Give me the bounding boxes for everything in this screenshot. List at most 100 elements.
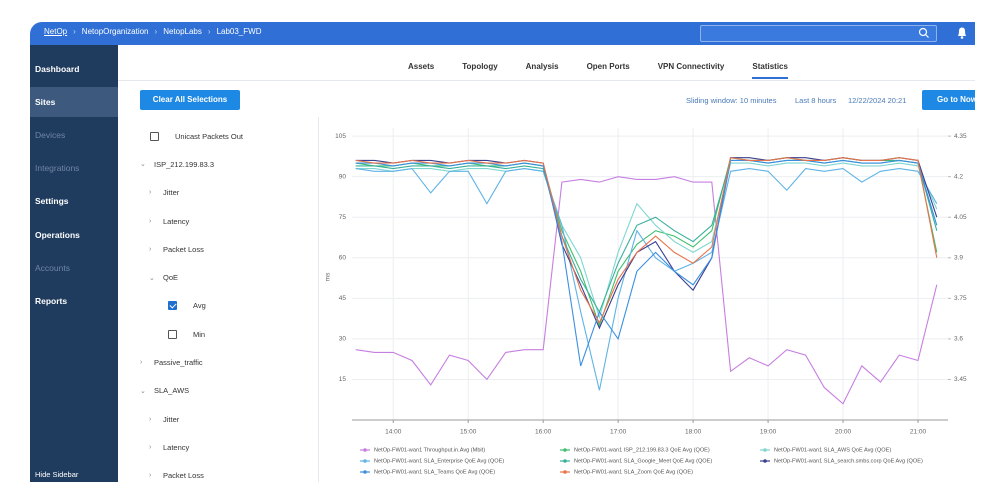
hide-sidebar[interactable]: Hide Sidebar	[35, 470, 79, 479]
tree-label: QoE	[163, 273, 179, 283]
tree-node[interactable]: Unicast Packets Out	[140, 122, 315, 150]
tree-label: Avg	[193, 301, 206, 311]
chevron[interactable]: ⌄	[149, 274, 155, 282]
y2-tick-label: 3.45	[954, 376, 967, 383]
y2-tick-label: 3.9	[954, 254, 963, 261]
tab[interactable]: Assets	[408, 62, 435, 71]
chevron[interactable]: ›	[149, 415, 152, 423]
legend-label: NetOp-FW01-wan1 SLA_search.smbs.corp QoE…	[774, 458, 923, 464]
series-line	[355, 159, 938, 314]
series-line	[355, 157, 938, 324]
tab[interactable]: Open Ports	[586, 62, 630, 71]
chevron[interactable]: ›	[140, 359, 143, 367]
sidebar-item[interactable]: Accounts	[35, 262, 70, 273]
y2-tick-label: 3.6	[954, 336, 963, 343]
x-tick-label: 19:00	[760, 429, 777, 436]
tree-label: Latency	[163, 442, 190, 452]
sidebar-item[interactable]: Devices	[35, 130, 66, 141]
chevron[interactable]: ›	[149, 245, 152, 253]
tab[interactable]: Analysis	[525, 62, 559, 71]
sidebar-item[interactable]: Operations	[35, 229, 80, 240]
breadcrumb-separator: ›	[73, 27, 76, 36]
y2-tick-label: 4.2	[954, 173, 963, 180]
tree-node[interactable]: ⌄ QoE	[140, 263, 315, 291]
tree-node[interactable]: ⌄ ISP_212.199.83.3	[140, 150, 315, 178]
range-link[interactable]: Last 8 hours	[795, 96, 837, 105]
x-tick-label: 16:00	[535, 429, 552, 436]
chevron[interactable]: ⌄	[140, 387, 146, 395]
checkbox[interactable]	[168, 329, 177, 339]
y2-tick-label: 3.75	[954, 295, 967, 302]
bell-icon[interactable]	[956, 26, 968, 40]
tree-label: Passive_traffic	[154, 358, 203, 368]
series-line	[355, 157, 938, 328]
breadcrumb[interactable]: NetOp	[44, 27, 68, 36]
y-tick-label: 15	[339, 376, 347, 383]
x-tick-label: 14:00	[385, 429, 402, 436]
breadcrumb[interactable]: Lab03_FWD	[216, 27, 262, 36]
tab-bar: Assets Topology Analysis Open Ports VPN Conn…	[408, 62, 788, 79]
legend-marker	[363, 459, 367, 463]
tree-node[interactable]: › Packet Loss	[140, 462, 315, 482]
chevron[interactable]: ›	[149, 189, 152, 197]
y-tick-label: 75	[339, 214, 347, 221]
y2-tick-label: 4.05	[954, 214, 967, 221]
tree-label: Unicast Packets Out	[175, 131, 243, 141]
tree-node[interactable]: › Jitter	[140, 179, 315, 207]
series-line	[355, 159, 938, 367]
tree-node[interactable]: Min	[140, 320, 315, 348]
checkbox[interactable]	[150, 131, 159, 141]
series-line	[355, 162, 938, 320]
tree-label: Latency	[163, 216, 190, 226]
legend-label: NetOp-FW01-wan1 SLA_Google_Meet QoE Avg …	[574, 458, 712, 464]
tree-node[interactable]: ⌄ SLA_AWS	[140, 377, 315, 405]
chevron[interactable]: ⌄	[140, 161, 146, 169]
legend-label: NetOp-FW01-wan1 Throughput.in.Avg (Mbit)	[374, 447, 485, 453]
breadcrumb[interactable]: NetopLabs	[163, 27, 202, 36]
legend-marker	[563, 470, 567, 474]
tree-label: Min	[193, 329, 206, 339]
tree-label: Jitter	[163, 188, 180, 198]
tab[interactable]: VPN Connectivity	[657, 62, 725, 71]
series-line	[355, 176, 938, 405]
legend-label: NetOp-FW01-wan1 SLA_Enterprise QoE Avg (…	[374, 458, 504, 464]
tab[interactable]: Statistics	[752, 62, 788, 79]
sidebar: Dashboard Sites Devices Integrations Setting…	[30, 45, 118, 482]
x-tick-label: 18:00	[685, 429, 702, 436]
tree-label: Packet Loss	[163, 244, 204, 254]
sidebar-item[interactable]: Integrations	[35, 163, 80, 174]
breadcrumb-separator: ›	[154, 27, 158, 36]
search-icon	[918, 27, 929, 38]
legend-marker	[763, 459, 767, 463]
sidebar-item[interactable]: Settings	[35, 196, 69, 207]
sliding-window-link[interactable]: Sliding window: 10 minutes	[686, 96, 777, 105]
chart: ms 15 30 45 60 75 90 105 3.45 3.6 3.75 3.9 4.05 4.2 4…	[325, 128, 967, 475]
sidebar-item[interactable]: Sites	[30, 87, 118, 118]
series-line	[355, 157, 938, 330]
go-to-now-button[interactable]: Go to Now	[922, 90, 975, 110]
sidebar-item[interactable]: Reports	[35, 295, 68, 306]
chevron[interactable]: ›	[149, 217, 152, 225]
tab[interactable]: Topology	[462, 62, 498, 71]
legend-label: NetOp-FW01-wan1 SLA_Teams QoE Avg (QOE)	[374, 469, 495, 475]
tree-node[interactable]: › Passive_traffic	[140, 348, 315, 376]
search-box[interactable]	[700, 25, 937, 42]
y-tick-label: 30	[339, 336, 347, 343]
sidebar-item[interactable]: Dashboard	[35, 64, 80, 74]
top-bar: NetOp › NetopOrganization › NetopLabs › Lab03_…	[30, 22, 975, 45]
tree-node[interactable]: Avg	[140, 292, 315, 320]
chevron[interactable]: ›	[149, 472, 152, 480]
tree-node[interactable]: › Latency	[140, 433, 315, 461]
checkbox[interactable]	[168, 301, 177, 311]
tree-label: ISP_212.199.83.3	[154, 159, 215, 169]
chevron[interactable]: ›	[149, 443, 152, 451]
x-tick-label: 21:00	[910, 429, 927, 436]
tree-node[interactable]: › Jitter	[140, 405, 315, 433]
y2-tick-label: 4.35	[954, 133, 967, 140]
clear-selections-button[interactable]: Clear All Selections	[140, 90, 240, 110]
tree-node[interactable]: › Packet Loss	[140, 235, 315, 263]
tree-node[interactable]: › Latency	[140, 207, 315, 235]
tree-label: Packet Loss	[163, 471, 204, 481]
breadcrumb[interactable]: NetopOrganization	[81, 27, 149, 36]
